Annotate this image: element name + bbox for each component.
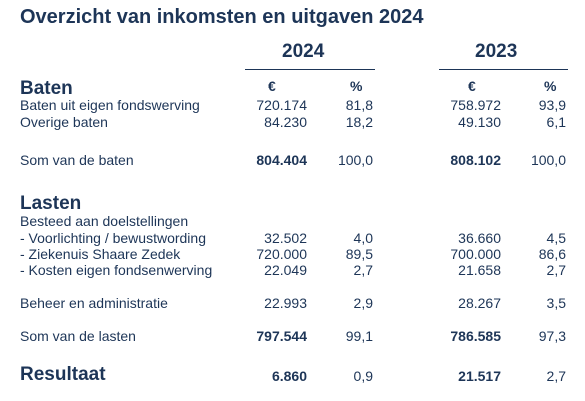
percent-2024: 89,5: [345, 246, 373, 262]
percent-2024: 18,2: [345, 114, 373, 130]
total-label-lasten: Som van de lasten: [20, 328, 136, 344]
row-label: - Ziekenuis Shaare Zedek: [20, 246, 181, 262]
resultaat-value-2023: 21.517: [458, 368, 501, 384]
value-2024: 84.230: [264, 114, 307, 130]
total-percent-2023: 100,0: [530, 152, 566, 168]
col-head-pct-2024: %: [350, 78, 363, 94]
percent-2024: 2,7: [353, 262, 373, 278]
subheading-doelstellingen: Besteed aan doelstellingen: [20, 213, 189, 229]
total-percent-2024: 99,1: [345, 328, 373, 344]
resultaat-percent-2023: 2,7: [546, 368, 566, 384]
year-2024-underline: [245, 69, 375, 70]
section-heading-baten: Baten: [20, 78, 73, 99]
row-label: - Voorlichting / bewustwording: [20, 230, 206, 246]
percent-2023: 86,6: [538, 246, 566, 262]
value-2023: 700.000: [450, 246, 501, 262]
col-head-euro-2023: €: [468, 78, 476, 94]
resultaat-percent-2024: 0,9: [353, 368, 373, 384]
percent-2023: 4,5: [546, 230, 566, 246]
row-label: Overige baten: [20, 114, 108, 130]
year-header-2023: 2023: [475, 41, 518, 62]
percent-2023: 6,1: [546, 114, 566, 130]
page-title: Overzicht van inkomsten en uitgaven 2024: [20, 6, 424, 28]
value-2024: 720.174: [256, 97, 307, 113]
value-2023: 21.658: [458, 262, 501, 278]
percent-2024: 81,8: [345, 97, 373, 113]
total-value-2024: 804.404: [256, 152, 307, 168]
col-head-euro-2024: €: [268, 78, 276, 94]
total-value-2023: 786.585: [450, 328, 501, 344]
section-heading-resultaat: Resultaat: [20, 364, 106, 385]
value-2023: 758.972: [450, 97, 501, 113]
percent-2023: 93,9: [538, 97, 566, 113]
total-percent-2023: 97,3: [538, 328, 566, 344]
resultaat-value-2024: 6.860: [271, 368, 307, 384]
percent-2023: 2,7: [546, 262, 566, 278]
year-header-2024: 2024: [282, 41, 325, 62]
value-2023: 49.130: [458, 114, 501, 130]
col-head-pct-2023: %: [544, 78, 557, 94]
total-value-2023: 808.102: [450, 152, 501, 168]
total-label-baten: Som van de baten: [20, 152, 134, 168]
row-label: Baten uit eigen fondswerving: [20, 97, 200, 113]
value-2024: 32.502: [264, 230, 307, 246]
value-2024: 22.993: [264, 295, 307, 311]
value-2023: 28.267: [458, 295, 501, 311]
total-percent-2024: 100,0: [337, 152, 373, 168]
percent-2024: 4,0: [353, 230, 373, 246]
percent-2023: 3,5: [546, 295, 566, 311]
value-2024: 720.000: [256, 246, 307, 262]
year-2023-underline: [439, 69, 568, 70]
value-2023: 36.660: [458, 230, 501, 246]
section-heading-lasten: Lasten: [20, 193, 82, 214]
row-label: - Kosten eigen fondsenwerving: [20, 262, 213, 278]
row-label-beheer: Beheer en administratie: [20, 295, 168, 311]
total-value-2024: 797.544: [256, 328, 307, 344]
percent-2024: 2,9: [353, 295, 373, 311]
value-2024: 22.049: [264, 262, 307, 278]
